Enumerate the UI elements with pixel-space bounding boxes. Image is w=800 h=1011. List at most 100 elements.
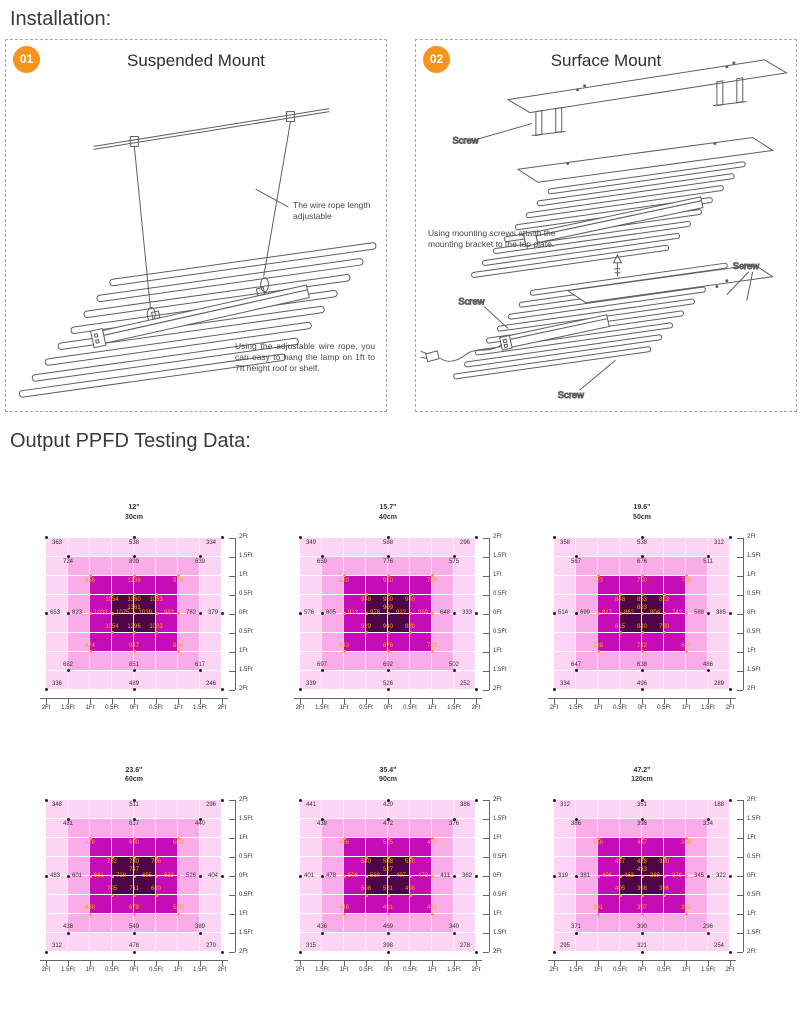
heatmap-cell [388, 594, 409, 613]
axis-label: 1.5Ft [239, 667, 253, 674]
heatmap-cell [686, 933, 707, 952]
axis-label: 1.5Ft [315, 967, 329, 974]
axis-tick [737, 800, 743, 802]
axis-tick [483, 613, 489, 615]
heatmap-cell [454, 651, 475, 670]
heatmap-cell [366, 613, 387, 632]
heatmap-cell [576, 800, 597, 819]
heatmap-cell [300, 857, 321, 876]
heatmap-cell [68, 800, 89, 819]
ppfd-value: 1054 [105, 596, 119, 603]
heatmap-cell [410, 895, 431, 914]
data-point-dot [640, 669, 644, 673]
heatmap-cell [112, 800, 133, 819]
heatmap-cell [554, 632, 575, 651]
heatmap-cell [664, 838, 685, 857]
ppfd-value: 386 [570, 821, 582, 828]
heatmap-cell [388, 876, 409, 895]
heatmap-cell [642, 895, 663, 914]
heatmap-cell [388, 857, 409, 876]
ppfd-value: 322 [715, 872, 726, 879]
ppfd-value: 358 [559, 539, 571, 546]
heatmap-cell [554, 819, 575, 838]
data-point-dot [220, 874, 224, 878]
axis-tick [229, 537, 235, 539]
map-title-inches: 15.7" [379, 504, 397, 511]
heatmap-cell [300, 575, 321, 594]
ppfd-value: 498 [404, 886, 416, 893]
axis-label: 0.5Ft [359, 967, 373, 974]
data-point-dot [684, 836, 688, 840]
data-point-dot [44, 950, 48, 954]
heatmap-cell [642, 857, 663, 876]
screw-leader-lines [484, 272, 753, 390]
heatmap-cell [388, 613, 409, 632]
axis-tick [366, 698, 367, 704]
axis-tick [229, 800, 235, 802]
heatmap-cell [156, 537, 177, 556]
data-point-dot [574, 874, 578, 878]
light-bars [19, 242, 376, 397]
data-point-dot [342, 836, 346, 840]
ppfd-value: 508 [348, 872, 359, 879]
axis-label: 1.5Ft [447, 967, 461, 974]
axis-label: 0.5Ft [149, 704, 163, 711]
heatmap-cell [576, 857, 597, 876]
axis-tick [322, 698, 323, 704]
heatmap-cell [200, 556, 221, 575]
axis-label: 2Ft [493, 534, 502, 541]
data-point-dot [408, 893, 412, 897]
axis-label: 0.5Ft [493, 891, 507, 898]
heatmap-cell [46, 800, 67, 819]
heatmap-cell [642, 575, 663, 594]
ppfd-map-50cm: 19.6" 50cm 358 538 312 567 676 511 723 750 738 848 8… [530, 503, 766, 711]
axis-tick [483, 594, 489, 596]
ppfd-value: 452 [426, 840, 438, 847]
axis-label: 1.5Ft [701, 967, 715, 974]
ppfd-value: 617 [128, 821, 140, 828]
heatmap-cell [46, 575, 67, 594]
heatmap-cell [664, 857, 685, 876]
axis-label: 0.5Ft [657, 704, 671, 711]
data-point-dot [552, 688, 556, 692]
ppfd-value: 823 [658, 596, 670, 603]
ppfd-value: 617 [194, 661, 206, 668]
data-point-dot [640, 688, 644, 692]
heatmap-cell [178, 537, 199, 556]
ppfd-value: 840 [636, 623, 648, 630]
heatmap-cell [300, 819, 321, 838]
data-point-dot [66, 669, 70, 673]
axis-tick [483, 876, 489, 878]
data-point-dot [154, 612, 158, 616]
ppfd-value: 368 [680, 840, 692, 847]
ppfd-value: 738 [426, 642, 438, 649]
heatmap-cell [620, 800, 641, 819]
x-axis: 2Ft 1.5Ft 1Ft 0.5Ft 0Ft 0.5Ft 1Ft 1.5Ft 2Ft [548, 960, 736, 973]
data-point-dot [386, 874, 390, 878]
heatmap-cell [388, 819, 409, 838]
axis-label: 0Ft [129, 704, 139, 711]
data-point-dot [342, 612, 346, 616]
ppfd-heading: Output PPFD Testing Data: [10, 430, 251, 452]
data-point-dot [574, 612, 578, 616]
data-point-dot [66, 612, 70, 616]
axis-tick [576, 698, 577, 704]
heatmap-cell [576, 876, 597, 895]
screw-label-top: Screw [452, 135, 478, 146]
axis-tick [483, 651, 489, 653]
axis-label: 1.5Ft [315, 704, 329, 711]
data-point-dot [474, 688, 478, 692]
axis-tick [483, 689, 489, 691]
heatmap-cell [90, 857, 111, 876]
heatmap-cell [322, 632, 343, 651]
heatmap-cell [134, 876, 155, 895]
ppfd-value: 540 [360, 859, 372, 866]
heatmap-cell [344, 895, 365, 914]
heatmap-cell [554, 556, 575, 575]
heatmap-cell [178, 613, 199, 632]
data-point-dot [176, 650, 180, 654]
heatmap-cell [388, 933, 409, 952]
ppfd-value: 441 [305, 802, 317, 809]
heatmap-cell [90, 895, 111, 914]
heatmap-cell [200, 895, 221, 914]
